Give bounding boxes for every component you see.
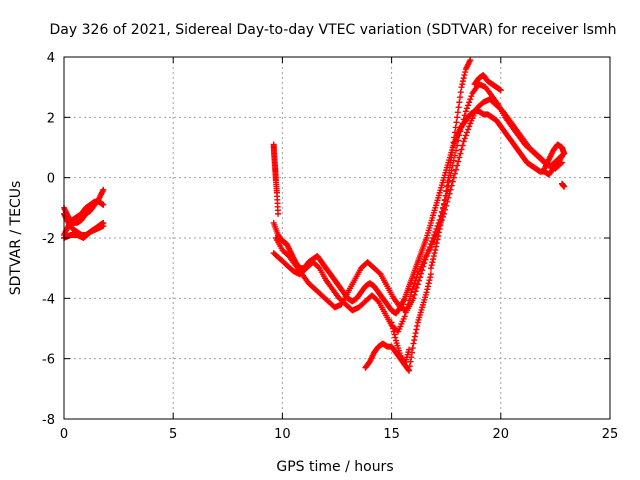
series-segment (272, 81, 568, 314)
x-tick-label: 10 (274, 427, 291, 442)
data-point-markers (388, 271, 434, 374)
series-segment (270, 141, 282, 217)
x-axis-label: GPS time / hours (276, 459, 393, 475)
series-segment (541, 141, 568, 172)
series-segment (558, 180, 568, 190)
series-segment (427, 57, 474, 272)
y-tick-label: -6 (42, 353, 55, 368)
data-point-markers (471, 72, 504, 94)
y-tick-label: 2 (47, 111, 55, 126)
grid-lines (64, 57, 610, 419)
y-tick-label: -8 (42, 413, 55, 428)
data-point-markers (541, 141, 568, 172)
series-segment (471, 72, 504, 94)
y-tick-label: -2 (42, 232, 55, 247)
y-tick-label: 0 (47, 172, 55, 187)
x-tick-label: 0 (60, 427, 68, 442)
y-tick-label: -4 (42, 292, 55, 307)
x-tick-label: 25 (602, 427, 619, 442)
y-axis-label: SDTVAR / TECUs (8, 181, 24, 296)
axis-ticks: 0 5 10 15 20 25 -8 -6 -4 -2 0 2 4 (42, 51, 618, 442)
data-point-markers (272, 81, 568, 314)
x-tick-label: 5 (169, 427, 177, 442)
y-tick-label: 4 (47, 51, 55, 66)
x-tick-label: 20 (493, 427, 510, 442)
x-tick-label: 15 (383, 427, 400, 442)
series-segment (388, 271, 434, 374)
data-point-markers (427, 57, 474, 272)
data-point-markers (558, 180, 568, 190)
data-point-markers (270, 141, 282, 217)
chart-title: Day 326 of 2021, Sidereal Day-to-day VTE… (50, 22, 617, 38)
data-points (61, 57, 568, 374)
